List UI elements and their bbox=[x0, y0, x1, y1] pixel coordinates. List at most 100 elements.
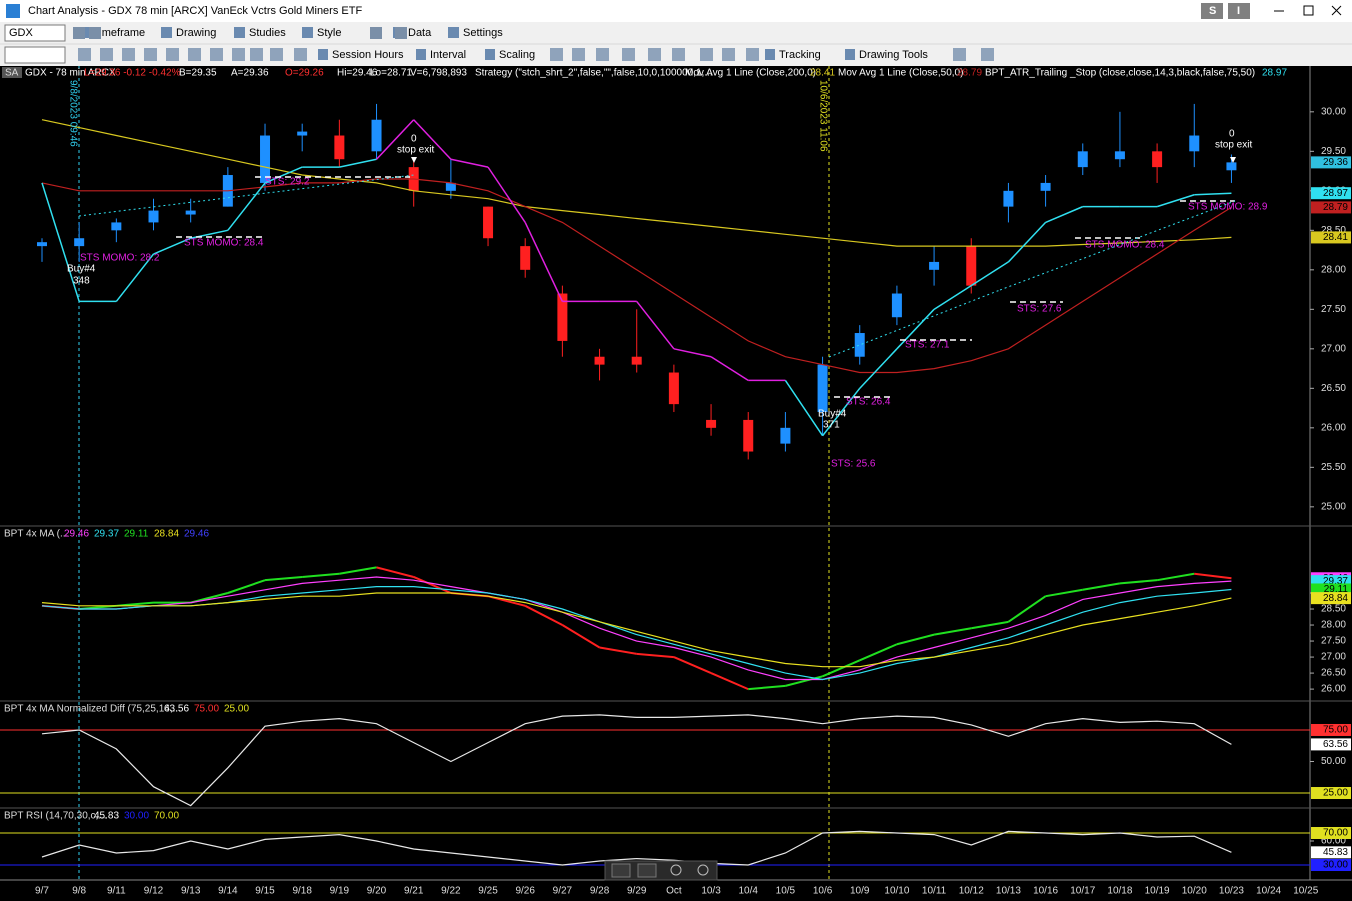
toolbar-icon[interactable] bbox=[572, 48, 585, 61]
toolbar-icon[interactable] bbox=[622, 48, 635, 61]
toolbar-icon[interactable] bbox=[550, 48, 563, 61]
toolbar-icon[interactable] bbox=[234, 27, 245, 38]
scroll-right-button[interactable] bbox=[637, 863, 657, 878]
header-text: Lo=28.71 bbox=[370, 68, 412, 79]
toolbar-icon[interactable] bbox=[318, 49, 328, 60]
exit-arrow bbox=[411, 157, 417, 163]
toolbar-icon[interactable] bbox=[89, 27, 101, 39]
toolbar-icon[interactable] bbox=[746, 48, 759, 61]
menu-item[interactable]: Timeframe bbox=[93, 27, 145, 39]
indicator-segment bbox=[561, 624, 601, 649]
candle-body bbox=[1226, 162, 1237, 171]
toolbar-icon[interactable] bbox=[845, 49, 855, 60]
toolbar-icon[interactable] bbox=[270, 48, 283, 61]
indicator-segment bbox=[859, 348, 898, 389]
pane-title: BPT 4x MA Normalized Diff (75,25,14,... bbox=[4, 704, 181, 715]
toolbar-icon[interactable] bbox=[302, 27, 313, 38]
i-button-label[interactable]: I bbox=[1237, 5, 1240, 17]
toolbar-item[interactable]: Scaling bbox=[499, 49, 535, 61]
y-tick-label: 27.50 bbox=[1321, 636, 1346, 647]
toolbar-item[interactable]: Interval bbox=[430, 49, 466, 61]
header-text: L=29.36 -0.12 -0.42% bbox=[84, 68, 181, 79]
x-tick-label: 9/7 bbox=[35, 886, 49, 897]
toolbar-icon[interactable] bbox=[395, 27, 407, 39]
header-text: Hi=29.46 bbox=[337, 68, 378, 79]
indicator-segment bbox=[413, 119, 452, 160]
toolbar-icon[interactable] bbox=[596, 48, 609, 61]
toolbar-icon[interactable] bbox=[765, 49, 775, 60]
toolbar-icon[interactable] bbox=[210, 48, 223, 61]
indicator-segment bbox=[1007, 595, 1047, 623]
toolbar-icon[interactable] bbox=[648, 48, 661, 61]
close-button[interactable] bbox=[1331, 5, 1342, 16]
toolbar-icon[interactable] bbox=[700, 48, 713, 61]
annotation: STS MOMO: 28.9 bbox=[1188, 202, 1268, 213]
toolbar-icon[interactable] bbox=[981, 48, 994, 61]
indicator-segment bbox=[970, 261, 1009, 287]
header-text: B=29.35 bbox=[179, 68, 217, 79]
candle-body bbox=[37, 242, 47, 247]
x-tick-label: 9/15 bbox=[255, 886, 275, 897]
x-tick-label: 10/11 bbox=[922, 886, 947, 897]
maximize-button[interactable] bbox=[1303, 5, 1314, 16]
symbol-input[interactable] bbox=[4, 24, 66, 42]
toolbar-icon[interactable] bbox=[485, 49, 495, 60]
candle-body bbox=[74, 238, 85, 247]
indicator-segment bbox=[710, 356, 749, 382]
toolbar-icon[interactable] bbox=[953, 48, 966, 61]
menu-item[interactable]: Data bbox=[408, 27, 432, 39]
toolbar-icon[interactable] bbox=[188, 48, 201, 61]
zoom-out-button[interactable] bbox=[697, 864, 709, 876]
symbol-tag-bg bbox=[2, 67, 22, 78]
menu-item[interactable]: Settings bbox=[463, 27, 503, 39]
toolbar-icon[interactable] bbox=[78, 48, 91, 61]
candle-body bbox=[668, 372, 679, 405]
toolbar-item[interactable]: Session Hours bbox=[332, 49, 404, 61]
candle-body bbox=[1077, 151, 1088, 168]
toolbar-icon[interactable] bbox=[722, 48, 735, 61]
symbol-text[interactable]: GDX bbox=[9, 27, 34, 39]
annotation: STS: 25.6 bbox=[831, 459, 876, 470]
indicator-segment bbox=[339, 158, 377, 168]
annotation: STS MOMO: 28.4 bbox=[1085, 240, 1165, 251]
toolbar-icon[interactable] bbox=[122, 48, 135, 61]
legend-value: 29.11 bbox=[124, 529, 149, 540]
toolbar-icon[interactable] bbox=[672, 48, 685, 61]
indicator-line bbox=[41, 576, 1232, 681]
indicator-segment bbox=[822, 659, 861, 678]
toolbar-icon[interactable] bbox=[294, 48, 307, 61]
menu-item[interactable]: Style bbox=[317, 27, 341, 39]
candle-body bbox=[483, 206, 494, 239]
toolbar-icon[interactable] bbox=[448, 27, 459, 38]
s-button[interactable] bbox=[1201, 3, 1223, 19]
x-tick-label: 10/23 bbox=[1219, 886, 1244, 897]
toolbar-item[interactable]: Drawing Tools bbox=[859, 49, 928, 61]
candle-body bbox=[594, 356, 605, 365]
toolbar-icon[interactable] bbox=[416, 49, 426, 60]
toolbar-icon[interactable] bbox=[166, 48, 179, 61]
menu-item[interactable]: Studies bbox=[249, 27, 286, 39]
scroll-left-button[interactable] bbox=[611, 863, 631, 878]
menu-item[interactable]: Drawing bbox=[176, 27, 216, 39]
indicator-segment bbox=[673, 348, 712, 358]
toolbar-icon[interactable] bbox=[73, 27, 85, 39]
x-tick-label: 10/24 bbox=[1256, 886, 1281, 897]
indicator-segment bbox=[375, 119, 415, 160]
candle-body bbox=[148, 210, 159, 223]
y-tick-label: 27.50 bbox=[1321, 304, 1346, 315]
toolbar-icon[interactable] bbox=[370, 27, 382, 39]
s-button-label[interactable]: S bbox=[1209, 5, 1216, 17]
indicator-segment bbox=[971, 620, 1009, 630]
zoom-in-button[interactable] bbox=[670, 864, 682, 876]
y-tick-label: 27.00 bbox=[1321, 343, 1346, 354]
i-button[interactable] bbox=[1228, 3, 1250, 19]
interval-input[interactable] bbox=[4, 46, 66, 64]
toolbar-icon[interactable] bbox=[250, 48, 263, 61]
toolbar-icon[interactable] bbox=[144, 48, 157, 61]
toolbar-icon[interactable] bbox=[100, 48, 113, 61]
toolbar-icon[interactable] bbox=[232, 48, 245, 61]
toolbar-item[interactable]: Tracking bbox=[779, 49, 821, 61]
toolbar-icon[interactable] bbox=[161, 27, 172, 38]
y-tick-label: 26.00 bbox=[1321, 684, 1346, 695]
